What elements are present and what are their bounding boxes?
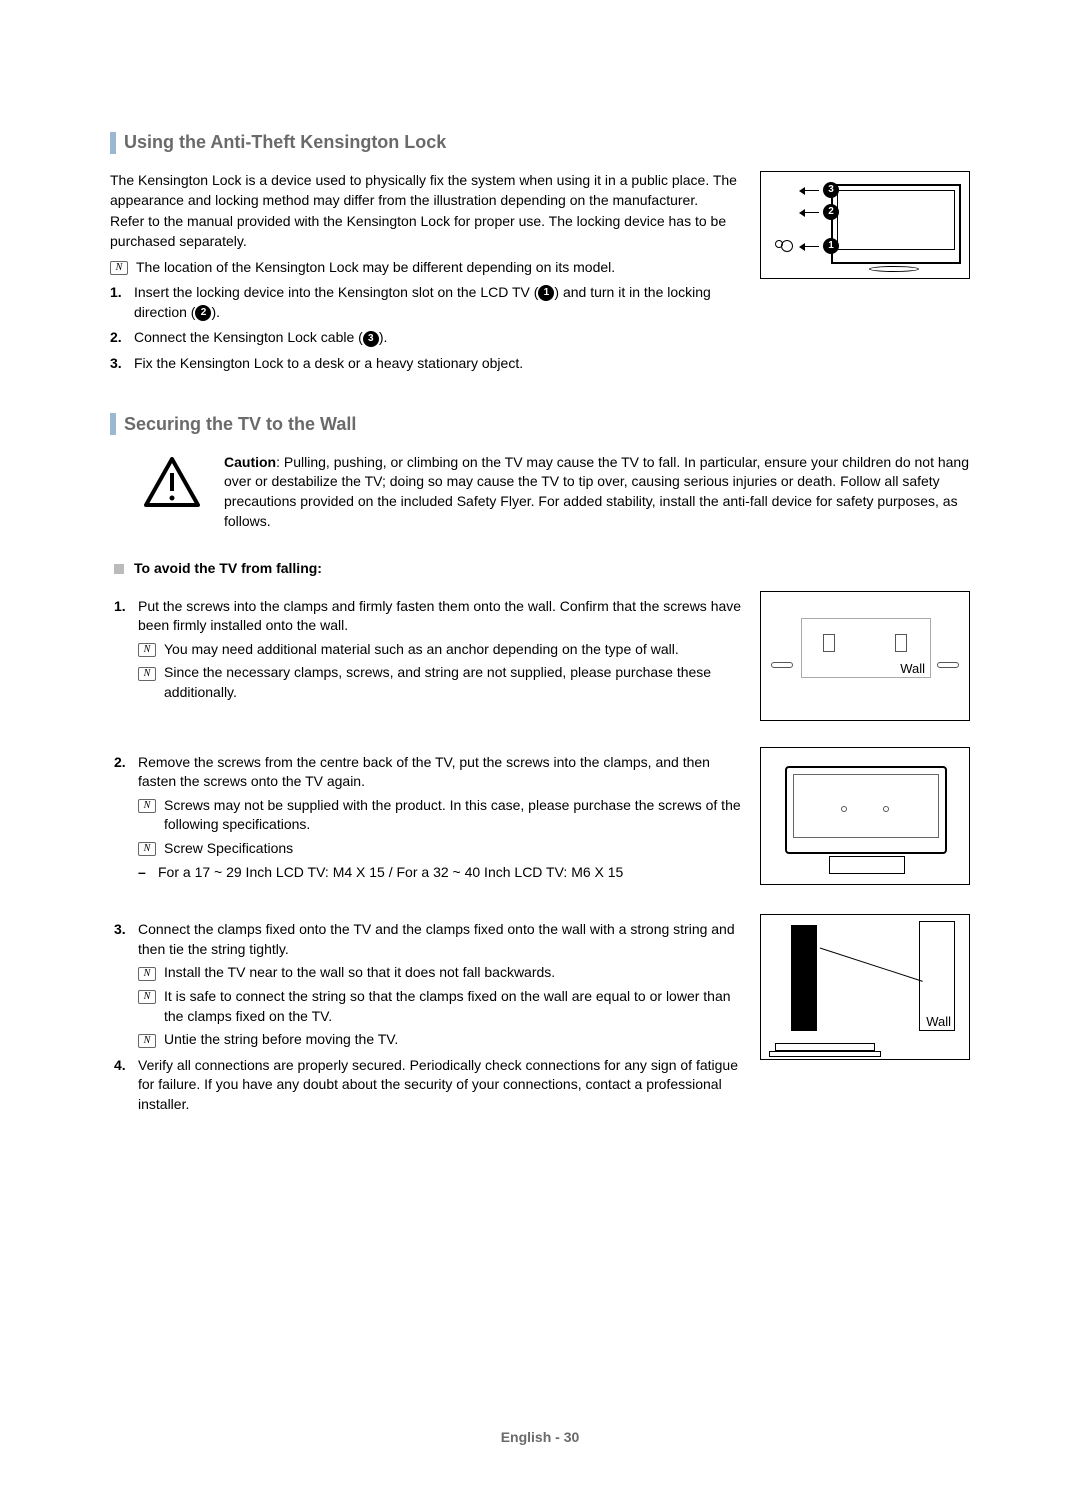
note-icon: N (138, 643, 156, 657)
step1: Put the screws into the clamps and firml… (114, 597, 744, 703)
circled-3: 3 (363, 331, 379, 347)
circled-1: 1 (538, 285, 554, 301)
section1-note1: The location of the Kensington Lock may … (136, 258, 742, 278)
section1-para2: Refer to the manual provided with the Ke… (110, 212, 742, 251)
caution-label: Caution (224, 454, 276, 470)
step1-block: Put the screws into the clamps and firml… (114, 591, 970, 721)
circled-2: 2 (195, 305, 211, 321)
note-icon: N (138, 667, 156, 681)
section1-body: The Kensington Lock is a device used to … (110, 171, 970, 379)
note-icon: N (138, 1034, 156, 1048)
section1-step3: Fix the Kensington Lock to a desk or a h… (110, 354, 742, 374)
note-icon: N (138, 990, 156, 1004)
section1-steps: Insert the locking device into the Kensi… (110, 283, 742, 373)
section2-heading: Securing the TV to the Wall (110, 412, 970, 437)
caution-text: : Pulling, pushing, or climbing on the T… (224, 454, 969, 529)
avoid-section: To avoid the TV from falling: Put the sc… (114, 559, 970, 1121)
caution-box: Caution: Pulling, pushing, or climbing o… (110, 453, 970, 531)
warning-icon (144, 457, 200, 513)
section1-note1-row: N The location of the Kensington Lock ma… (110, 258, 742, 278)
caution-text-block: Caution: Pulling, pushing, or climbing o… (224, 453, 970, 531)
page-footer: English - 30 (0, 1428, 1080, 1448)
note-icon: N (110, 261, 128, 275)
section1-heading: Using the Anti-Theft Kensington Lock (110, 130, 970, 155)
note-icon: N (138, 842, 156, 856)
avoid-subheading: To avoid the TV from falling: (114, 559, 970, 579)
step2-block: Remove the screws from the centre back o… (114, 747, 970, 889)
section1-para1: The Kensington Lock is a device used to … (110, 171, 742, 210)
section1-step1: Insert the locking device into the Kensi… (110, 283, 742, 322)
tv-back-diagram (760, 747, 970, 885)
step3: Connect the clamps fixed onto the TV and… (114, 920, 744, 1050)
wall-clamp-diagram: Wall (760, 591, 970, 721)
kensington-diagram: 3 2 1 (760, 171, 970, 279)
note-icon: N (138, 967, 156, 981)
step4: Verify all connections are properly secu… (114, 1056, 744, 1115)
note-icon: N (138, 799, 156, 813)
section1-title: Using the Anti-Theft Kensington Lock (124, 130, 446, 155)
step3-block: Connect the clamps fixed onto the TV and… (114, 914, 970, 1120)
tv-wall-string-diagram: Wall (760, 914, 970, 1060)
heading-bar (110, 132, 116, 154)
section1-text: The Kensington Lock is a device used to … (110, 171, 742, 379)
sub-square-icon (114, 564, 124, 574)
step2: Remove the screws from the centre back o… (114, 753, 744, 883)
section2-title: Securing the TV to the Wall (124, 412, 356, 437)
section1-step2: Connect the Kensington Lock cable (3). (110, 328, 742, 348)
heading-bar (110, 413, 116, 435)
